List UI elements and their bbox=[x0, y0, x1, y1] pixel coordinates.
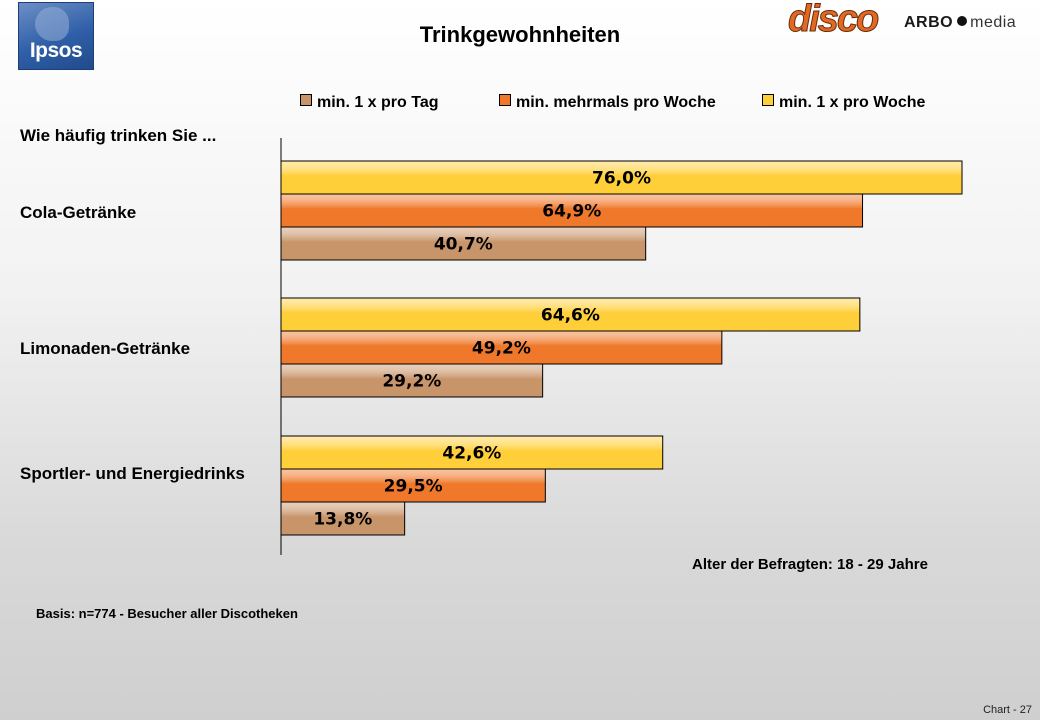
disco-logo-text: disco bbox=[787, 0, 879, 41]
legend-label-1: min. mehrmals pro Woche bbox=[516, 94, 716, 111]
legend-item-2: min. 1 x pro Woche bbox=[762, 94, 925, 112]
bar-2-0 bbox=[280, 435, 664, 470]
bar-0-2 bbox=[280, 226, 647, 261]
legend-swatch-2 bbox=[762, 94, 774, 106]
category-label-2: Sportler- und Energiedrinks bbox=[20, 464, 245, 483]
legend-item-1: min. mehrmals pro Woche bbox=[499, 94, 716, 112]
data-label-0-2: 40,7% bbox=[434, 235, 493, 255]
legend-label-0: min. 1 x pro Tag bbox=[317, 94, 439, 111]
bar-2-1 bbox=[280, 468, 546, 503]
page-number: Chart - 27 bbox=[983, 704, 1032, 716]
legend-swatch-1 bbox=[499, 94, 511, 106]
arbo-media-logo: ARBO media bbox=[904, 14, 1016, 32]
legend-swatch-0 bbox=[300, 94, 312, 106]
data-label-2-1: 29,5% bbox=[384, 477, 443, 497]
bar-2-2 bbox=[280, 501, 406, 536]
data-label-1-0: 64,6% bbox=[541, 306, 600, 326]
bar-0-1 bbox=[280, 193, 864, 228]
data-label-0-0: 76,0% bbox=[592, 169, 651, 189]
arbo-logo-text: ARBO bbox=[904, 14, 954, 31]
data-label-2-0: 42,6% bbox=[442, 444, 501, 464]
category-label-0: Cola-Getränke bbox=[20, 203, 137, 222]
data-label-1-2: 29,2% bbox=[382, 372, 441, 392]
media-logo-text: media bbox=[970, 14, 1017, 31]
data-label-2-2: 13,8% bbox=[313, 510, 372, 530]
bar-0-0 bbox=[280, 160, 963, 195]
category-label-1: Limonaden-Getränke bbox=[20, 339, 191, 358]
data-label-0-1: 64,9% bbox=[542, 202, 601, 222]
age-note: Alter der Befragten: 18 - 29 Jahre bbox=[692, 556, 928, 573]
ipsos-logo-head-icon bbox=[35, 7, 69, 41]
legend-item-0: min. 1 x pro Tag bbox=[300, 94, 439, 112]
page-title: Trinkgewohnheiten bbox=[419, 22, 621, 47]
disco-logo: disco bbox=[787, 0, 896, 48]
data-label-1-1: 49,2% bbox=[472, 339, 531, 359]
question-label: Wie häufig trinken Sie ... bbox=[20, 126, 217, 145]
bar-1-2 bbox=[280, 363, 544, 398]
legend-label-2: min. 1 x pro Woche bbox=[779, 94, 926, 111]
basis-note: Basis: n=774 - Besucher aller Discotheke… bbox=[36, 606, 298, 621]
ipsos-logo-text: Ipsos bbox=[29, 39, 83, 62]
ipsos-logo: Ipsos bbox=[18, 2, 94, 70]
arbo-dot-icon bbox=[957, 16, 968, 26]
